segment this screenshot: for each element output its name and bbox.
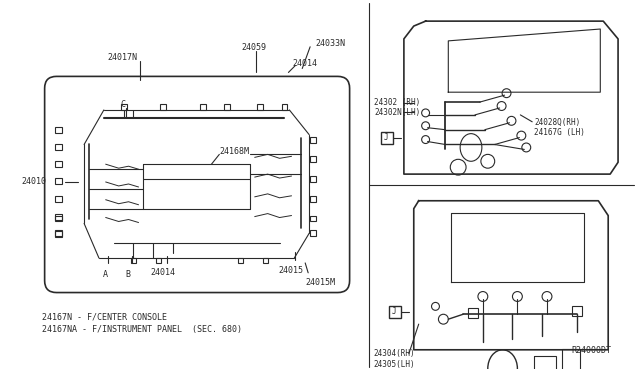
Text: 24167G (LH): 24167G (LH): [534, 128, 585, 137]
Bar: [562, 349, 580, 371]
Text: B: B: [125, 270, 131, 279]
Bar: [389, 307, 401, 318]
Bar: [120, 104, 127, 110]
Bar: [54, 231, 63, 237]
Bar: [257, 104, 263, 110]
Text: 24167N - F/CENTER CONSOLE: 24167N - F/CENTER CONSOLE: [42, 312, 166, 321]
Bar: [310, 196, 316, 202]
Text: C: C: [120, 100, 125, 109]
Bar: [572, 307, 582, 316]
Bar: [224, 104, 230, 110]
Text: J: J: [392, 307, 397, 316]
Bar: [156, 258, 161, 263]
Bar: [263, 258, 268, 263]
Bar: [54, 196, 63, 202]
Text: 24033N: 24033N: [315, 39, 345, 48]
Bar: [54, 215, 63, 221]
Bar: [54, 127, 63, 133]
Text: 24010: 24010: [22, 177, 47, 186]
Text: 24014: 24014: [292, 59, 317, 68]
Bar: [54, 214, 63, 219]
Bar: [54, 161, 63, 167]
Bar: [381, 132, 393, 144]
Text: 24014: 24014: [150, 268, 175, 277]
Bar: [534, 356, 556, 372]
Bar: [54, 144, 63, 150]
Text: 24015: 24015: [278, 266, 303, 275]
Text: 24305(LH): 24305(LH): [373, 360, 415, 369]
Text: 24304(RH): 24304(RH): [373, 349, 415, 358]
Bar: [200, 104, 205, 110]
Text: 24302 (RH): 24302 (RH): [374, 98, 420, 107]
Text: 24059: 24059: [241, 43, 266, 52]
Text: 24017N: 24017N: [108, 53, 138, 62]
Bar: [131, 258, 136, 263]
Text: 24028Q(RH): 24028Q(RH): [534, 118, 580, 127]
Bar: [282, 104, 287, 110]
Bar: [238, 258, 243, 263]
Text: 24168M: 24168M: [220, 147, 250, 157]
Bar: [310, 176, 316, 182]
Text: 24015M: 24015M: [305, 278, 335, 287]
Text: J: J: [384, 133, 388, 142]
Text: A: A: [103, 270, 108, 279]
Bar: [310, 156, 316, 162]
Bar: [468, 308, 478, 318]
Bar: [160, 104, 166, 110]
Bar: [54, 230, 63, 236]
Text: 24167NA - F/INSTRUMENT PANEL  (SEC. 680): 24167NA - F/INSTRUMENT PANEL (SEC. 680): [42, 325, 242, 334]
Bar: [310, 215, 316, 221]
Text: R24000DT: R24000DT: [571, 346, 611, 355]
Bar: [54, 178, 63, 184]
Bar: [310, 137, 316, 142]
Text: 24302N(LH): 24302N(LH): [374, 108, 420, 117]
Bar: [310, 230, 316, 236]
